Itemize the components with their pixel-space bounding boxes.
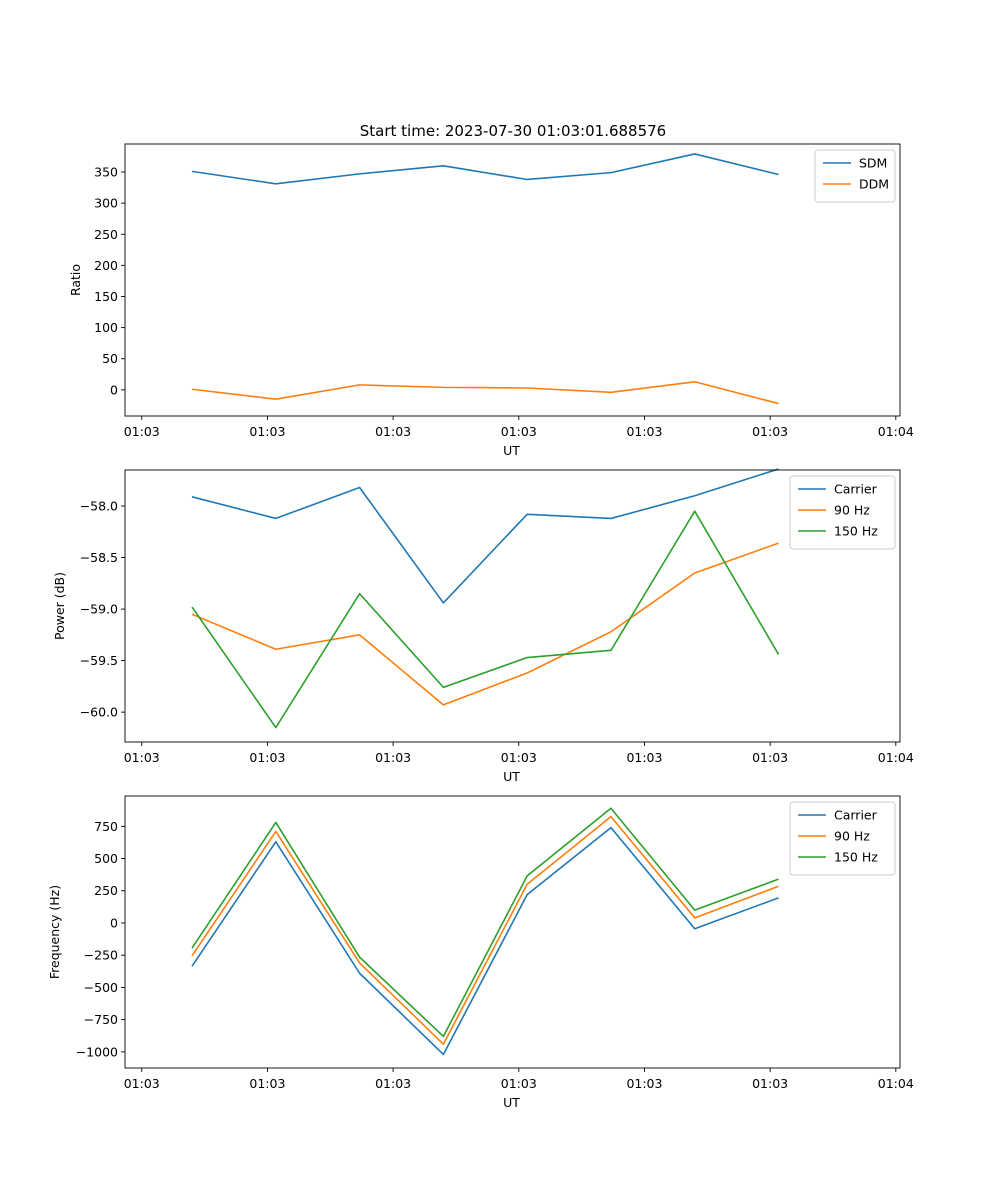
- legend-label: 90 Hz: [834, 503, 870, 518]
- x-tick-label: 01:04: [878, 424, 914, 439]
- series-line-90-hz: [191, 542, 779, 706]
- x-tick-label: 01:03: [752, 1076, 788, 1091]
- x-tick-label: 01:03: [626, 750, 662, 765]
- series-line-90-hz: [191, 815, 779, 1045]
- axes-frame: [124, 143, 901, 417]
- y-tick-label: −250: [84, 948, 118, 963]
- y-tick-label: 200: [94, 258, 118, 273]
- y-tick-label: −60.0: [80, 705, 118, 720]
- x-tick-label: 01:03: [752, 750, 788, 765]
- y-tick-label: 750: [94, 819, 118, 834]
- x-tick-label: 01:03: [249, 1076, 285, 1091]
- x-tick-label: 01:03: [501, 1076, 537, 1091]
- y-tick-label: 250: [94, 883, 118, 898]
- y-tick-label: −500: [84, 980, 118, 995]
- x-axis-label: UT: [503, 769, 520, 784]
- legend-label: Carrier: [834, 482, 878, 497]
- axes-frame: [124, 795, 901, 1069]
- x-tick-label: 01:03: [249, 750, 285, 765]
- x-tick-label: 01:03: [752, 424, 788, 439]
- legend-label: 150 Hz: [834, 850, 878, 865]
- x-tick-label: 01:03: [124, 424, 160, 439]
- y-tick-label: −58.5: [80, 550, 118, 565]
- y-tick-label: 0: [110, 915, 118, 930]
- y-axis-label: Ratio: [68, 264, 83, 296]
- x-tick-label: 01:03: [501, 424, 537, 439]
- x-axis-label: UT: [503, 1095, 520, 1110]
- panel-1: 01:03 01:03 01:03 01:03 01:03 01:03 01:04 0 50 10…: [68, 143, 914, 458]
- panel-3: 01:03 01:03 01:03 01:03 01:03 01:03 01:04 −1000…: [47, 795, 914, 1110]
- axes-frame: [124, 469, 901, 743]
- y-tick-label: 150: [94, 289, 118, 304]
- legend-label: DDM: [859, 177, 889, 192]
- y-tick-label: 500: [94, 851, 118, 866]
- y-tick-label: −59.0: [80, 602, 118, 617]
- x-tick-label: 01:03: [626, 424, 662, 439]
- legend-label: SDM: [859, 156, 887, 171]
- legend-label: Carrier: [834, 808, 878, 823]
- x-tick-label: 01:03: [501, 750, 537, 765]
- x-axis-label: UT: [503, 443, 520, 458]
- x-tick-label: 01:04: [878, 1076, 914, 1091]
- x-tick-label: 01:03: [124, 750, 160, 765]
- series-line-carrier: [191, 826, 779, 1056]
- legend-label: 150 Hz: [834, 524, 878, 539]
- x-tick-label: 01:03: [626, 1076, 662, 1091]
- y-tick-label: −58.0: [80, 499, 118, 514]
- series-line-carrier: [191, 468, 779, 604]
- x-tick-label: 01:04: [878, 750, 914, 765]
- y-tick-label: −59.5: [80, 653, 118, 668]
- x-tick-label: 01:03: [375, 1076, 411, 1091]
- y-tick-label: 300: [94, 196, 118, 211]
- series-line-sdm: [191, 153, 779, 185]
- figure-title: Start time: 2023-07-30 01:03:01.688576: [360, 122, 666, 140]
- series-line-150-hz: [191, 510, 780, 729]
- series-line-150-hz: [191, 807, 779, 1038]
- y-axis-label: Power (dB): [52, 572, 67, 640]
- y-tick-label: 100: [94, 320, 118, 335]
- y-tick-label: 250: [94, 227, 118, 242]
- legend-label: 90 Hz: [834, 829, 870, 844]
- x-tick-label: 01:03: [375, 750, 411, 765]
- series-line-ddm: [191, 380, 779, 405]
- chart-panels: 01:03 01:03 01:03 01:03 01:03 01:03 01:04 0 50 10…: [47, 143, 914, 1110]
- y-tick-label: 350: [94, 165, 118, 180]
- y-axis-label: Frequency (Hz): [47, 885, 62, 979]
- y-tick-label: 0: [110, 382, 118, 397]
- x-tick-label: 01:03: [124, 1076, 160, 1091]
- y-tick-label: −1000: [76, 1044, 118, 1059]
- y-tick-label: −750: [84, 1012, 118, 1027]
- y-tick-label: 50: [102, 351, 118, 366]
- x-tick-label: 01:03: [375, 424, 411, 439]
- x-tick-label: 01:03: [249, 424, 285, 439]
- panel-2: 01:03 01:03 01:03 01:03 01:03 01:03 01:04 −60.0…: [52, 468, 914, 784]
